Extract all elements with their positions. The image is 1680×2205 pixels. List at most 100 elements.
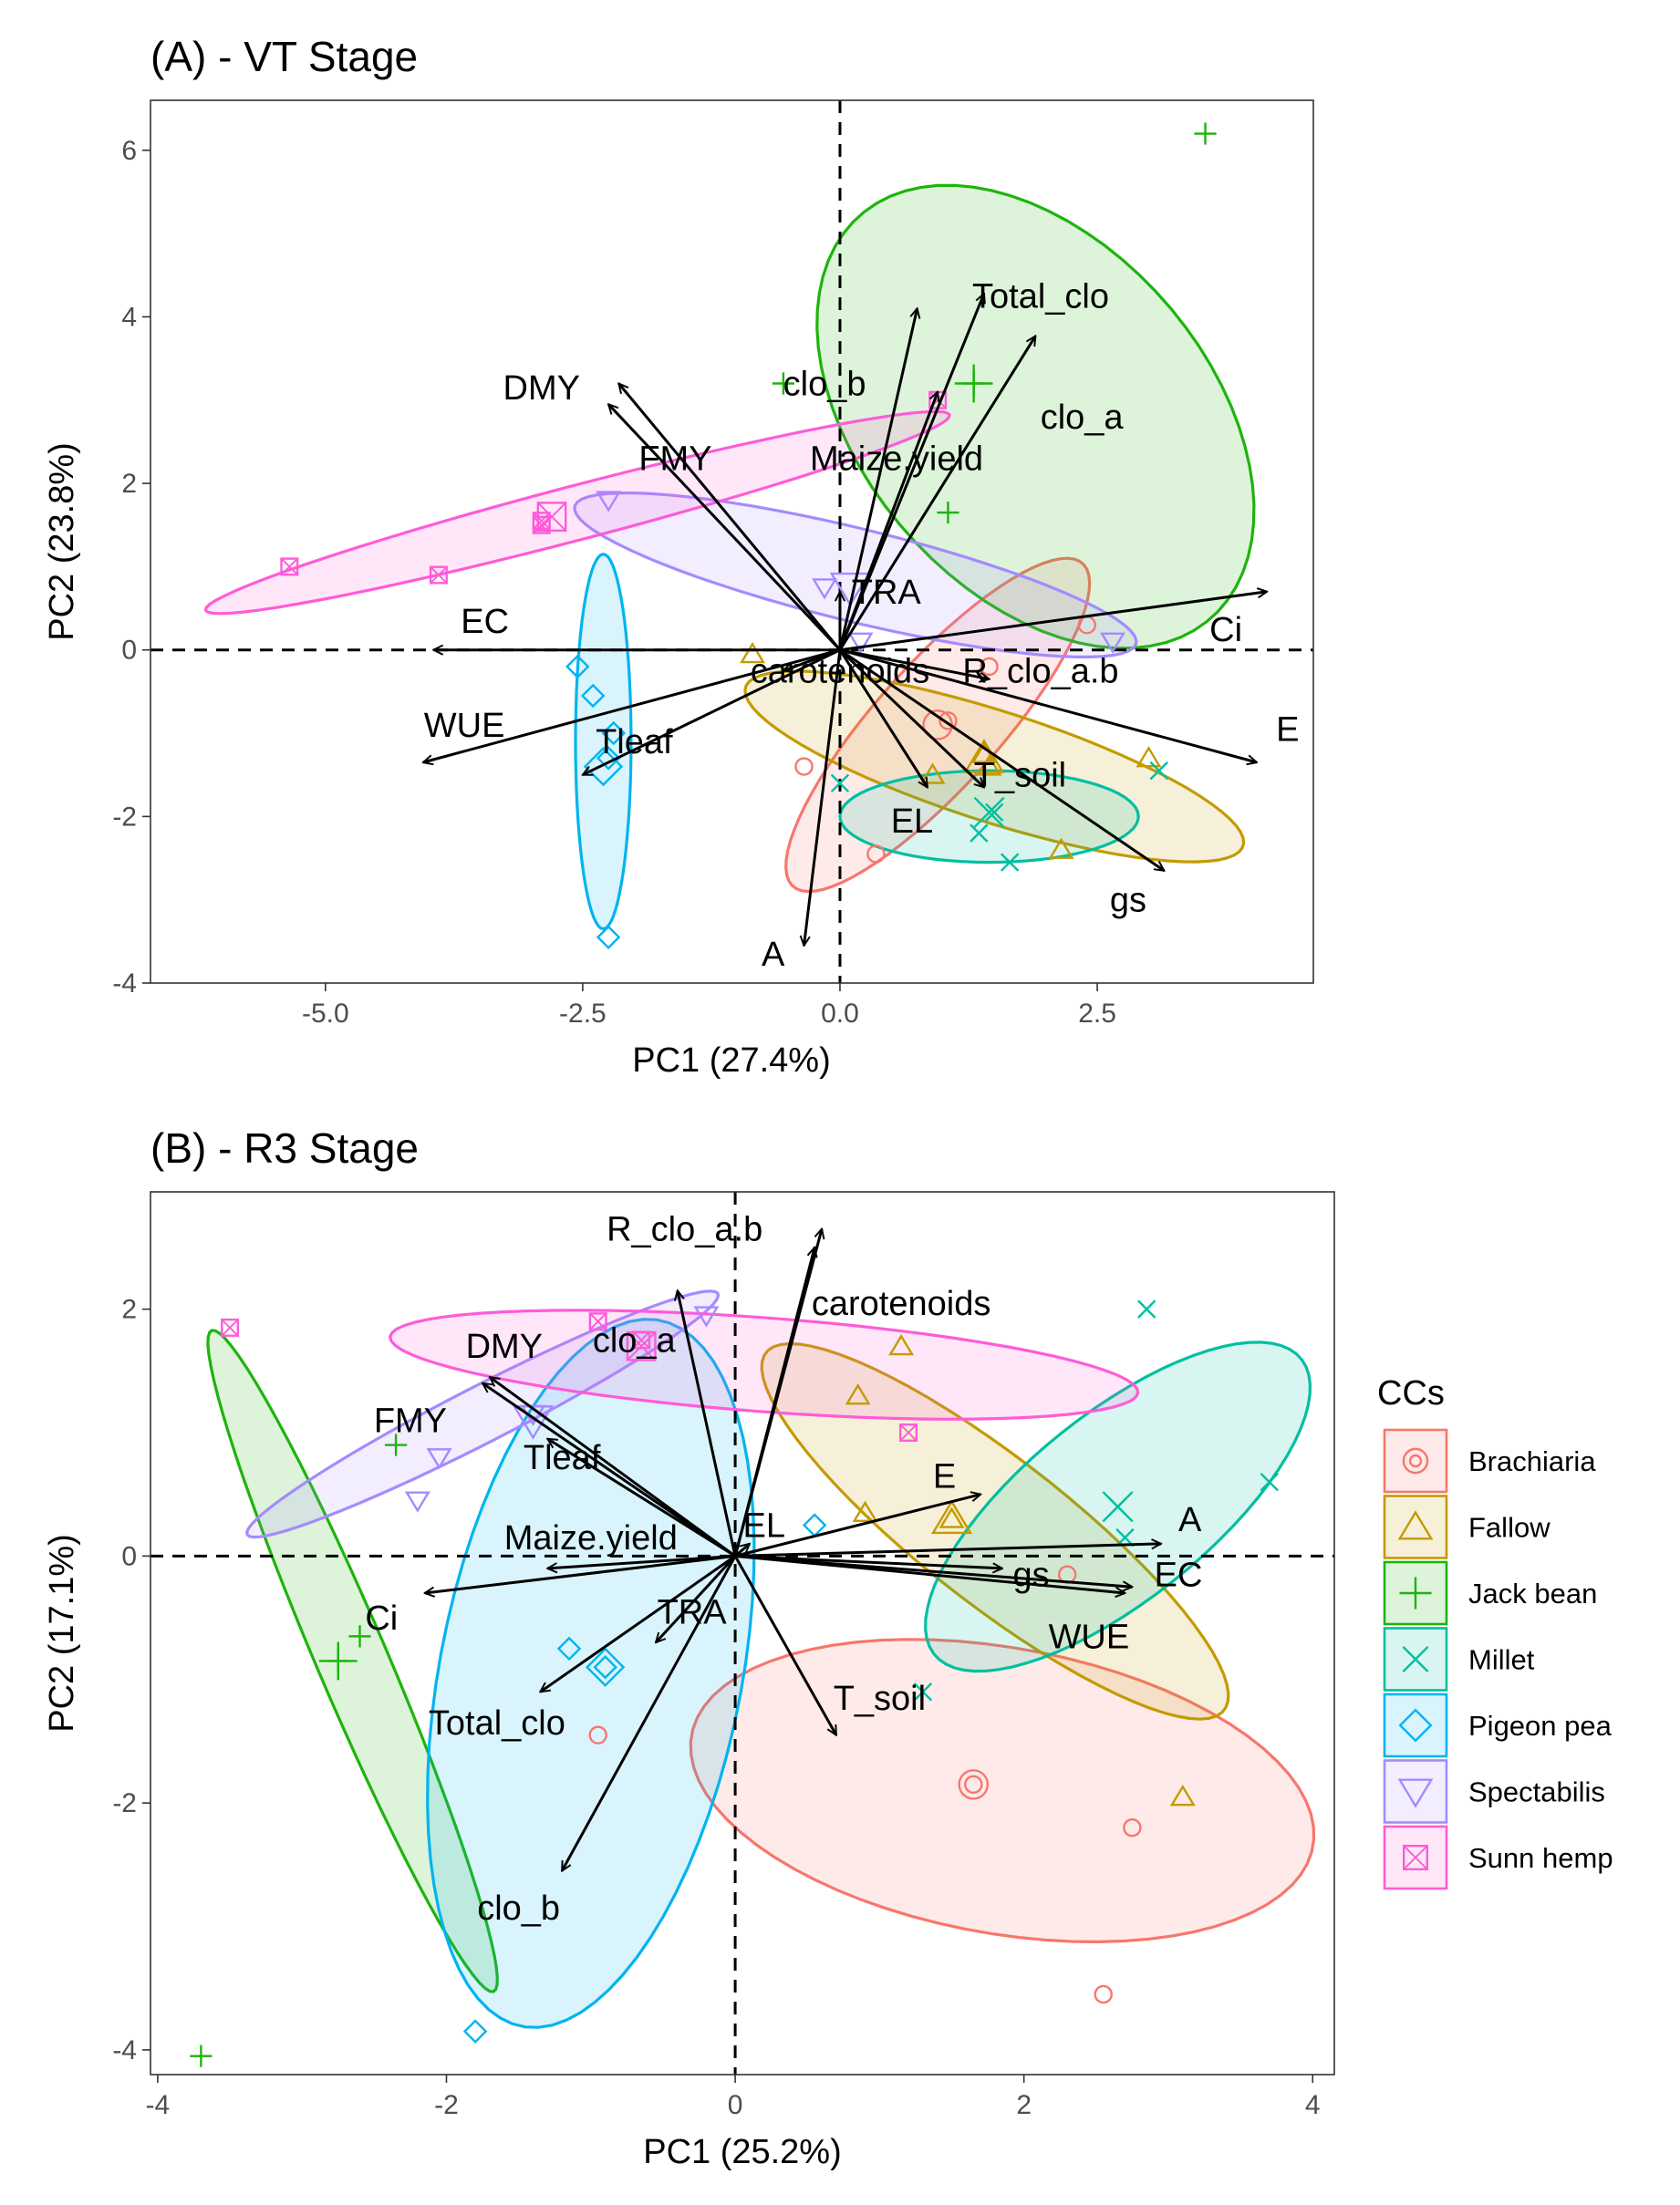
vector-label-total-clo: Total_clo — [429, 1704, 565, 1743]
vector-e — [734, 1495, 980, 1558]
point-pigeon-pea — [596, 746, 621, 771]
legend-symbol-jack-bean-plus — [1399, 1577, 1432, 1610]
vector-label-ci: Ci — [365, 1599, 398, 1638]
legend-key-jack-bean — [1383, 1560, 1448, 1626]
point-pigeon-pea — [565, 654, 590, 679]
centroid-fallow — [930, 1499, 973, 1535]
centroid-sunn-hemp-x — [537, 502, 566, 532]
point-spectabilis — [693, 1306, 720, 1328]
centroid-jack-bean — [318, 1641, 358, 1681]
point-brachiaria-ring — [1123, 1818, 1142, 1838]
vector-fmy — [608, 404, 842, 651]
point-spectabilis-tri — [847, 632, 874, 654]
legend-title: CCs — [1377, 1374, 1445, 1413]
point-jack-bean-plus — [348, 1625, 371, 1648]
point-brachiaria-ring — [794, 757, 814, 776]
vector-maize-yield — [547, 1554, 736, 1568]
vector-clo-b — [838, 308, 918, 651]
point-sunn-hemp-square — [429, 565, 448, 585]
point-fallow — [845, 1383, 871, 1405]
vector-clo-b — [560, 1555, 737, 1870]
panel-b-ticks: -4 -2 0 2 4 -4 -2 0 2 — [112, 1295, 1320, 2120]
vector-label-maize-yield: Maize.yield — [810, 440, 983, 479]
legend-symbol-spectabilis — [1397, 1778, 1434, 1808]
point-millet — [1149, 761, 1168, 781]
vector-fmy — [482, 1382, 736, 1558]
point-jack-bean-plus — [190, 2045, 213, 2067]
x-tick-label: 0.0 — [821, 999, 859, 1029]
point-fallow-tri — [1136, 746, 1162, 768]
vector-label-el: EL — [743, 1507, 785, 1546]
point-brachiaria — [1123, 1818, 1142, 1838]
point-sunn-hemp-square — [899, 1423, 918, 1442]
y-tick-label: 4 — [121, 302, 137, 332]
point-pigeon-pea — [596, 925, 621, 950]
point-sunn-hemp — [899, 1423, 918, 1442]
centroid-brachiaria — [958, 1769, 990, 1800]
ellipse-sunn-hemp — [389, 1309, 1140, 1421]
point-sunn-hemp-square — [532, 515, 551, 534]
point-jack-bean — [348, 1625, 371, 1648]
y-tick-label: 0 — [121, 1541, 137, 1571]
centroid-jack-bean — [954, 364, 993, 403]
vector-gs — [735, 1554, 1002, 1568]
point-brachiaria — [588, 1725, 607, 1744]
panel-a-points — [280, 122, 1217, 950]
vector-tleaf — [547, 1437, 736, 1558]
point-pigeon-pea — [556, 1636, 582, 1662]
legend-symbol-sunn-hemp-square — [1402, 1844, 1428, 1870]
legend-label-spectabilis: Spectabilis — [1468, 1776, 1605, 1808]
vector-label-tra: TRA — [658, 1593, 728, 1631]
panel-a-title: (A) - VT Stage — [150, 33, 418, 80]
y-tick-label: 6 — [121, 136, 137, 166]
point-brachiaria — [794, 757, 814, 776]
point-pigeon-pea — [462, 2019, 488, 2044]
point-millet — [970, 823, 989, 843]
centroid-millet-cross — [1102, 1491, 1134, 1523]
ellipse-pigeon-pea — [426, 1318, 756, 2029]
centroid-fallow — [963, 739, 1005, 773]
y-tick-label: -2 — [112, 802, 137, 832]
point-spectabilis — [596, 491, 622, 512]
panel-b: (B) - R3 Stage R_clo_a.b carotenoids clo_a… — [43, 1124, 1335, 2171]
point-brachiaria-ring — [1094, 1984, 1113, 2004]
point-jack-bean — [937, 501, 959, 524]
vector-label-fmy: FMY — [374, 1402, 447, 1440]
y-tick-label: 2 — [121, 1295, 137, 1325]
ellipse-brachiaria — [784, 556, 1092, 894]
vector-label-a: A — [1178, 1501, 1202, 1539]
centroid-jack-bean-plus — [318, 1641, 358, 1681]
point-brachiaria — [964, 1775, 983, 1795]
point-pigeon-pea-diamond — [601, 720, 626, 746]
vector-label-dmy: DMY — [466, 1328, 543, 1366]
x-tick-label: 2.5 — [1078, 999, 1116, 1029]
vector-label-carotenoids: carotenoids — [812, 1285, 990, 1323]
panel-a-variable-labels: Total_clo clo_b clo_a DMY FMY Maize.yield TRA C… — [424, 278, 1300, 974]
vector-label-clo-b: clo_b — [783, 365, 866, 403]
ellipse-pigeon-pea — [574, 553, 633, 931]
point-fallow-tri — [976, 754, 1002, 776]
point-millet — [1260, 1472, 1279, 1492]
legend-key-fallow — [1383, 1495, 1448, 1559]
vector-wue — [734, 1554, 1132, 1587]
point-millet — [985, 802, 1004, 822]
panel-b-vectors — [425, 1229, 1161, 1871]
vector-total-clo — [838, 294, 984, 651]
legend-symbol-pigeon-pea — [1398, 1708, 1433, 1743]
centroid-spectabilis-tri — [512, 1405, 555, 1440]
vector-label-el: EL — [891, 802, 933, 841]
panel-a-y-axis-title: PC2 (23.8%) — [43, 442, 81, 641]
ellipse-spectabilis — [245, 1289, 721, 1539]
vector-label-gs: gs — [1013, 1557, 1050, 1595]
point-fallow — [919, 762, 946, 784]
point-fallow-tri — [845, 1383, 871, 1405]
ellipse-sunn-hemp — [203, 409, 951, 616]
vector-label-r-clo-a-b: R_clo_a.b — [607, 1211, 762, 1249]
point-brachiaria-ring — [964, 1775, 983, 1795]
point-spectabilis — [426, 1448, 452, 1470]
legend-label-brachiaria: Brachiaria — [1468, 1445, 1596, 1477]
ellipse-brachiaria — [689, 1638, 1316, 1944]
legend-symbol-brachiaria — [1402, 1447, 1429, 1475]
vector-label-total-clo: Total_clo — [972, 278, 1109, 316]
point-jack-bean-plus — [1194, 122, 1217, 145]
